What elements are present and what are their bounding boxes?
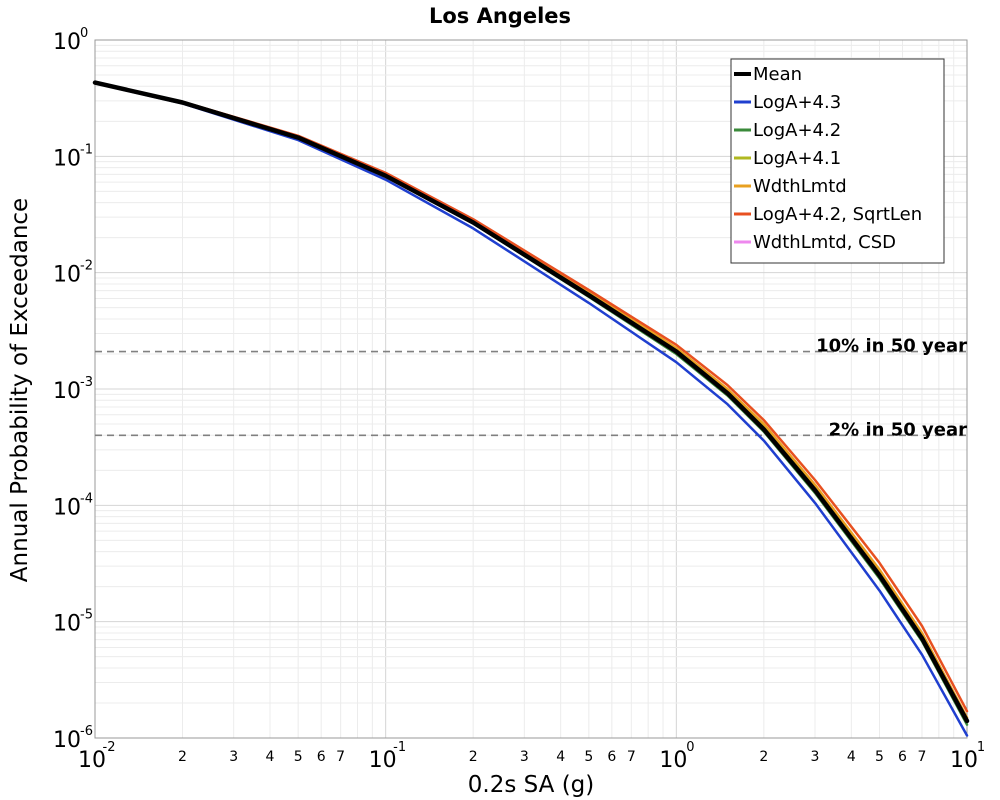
x-minor-tick-label: 2 <box>469 749 478 765</box>
legend: Mean LogA+4.3 LogA+4.2 LogA+4.1 WdthLmtd LogA… <box>730 58 945 264</box>
x-minor-tick-label: 4 <box>847 749 856 765</box>
plot-area <box>94 39 968 739</box>
y-tick-exponent: -6 <box>80 724 93 739</box>
x-minor-tick-label: 4 <box>556 749 565 765</box>
x-minor-tick-label: 6 <box>898 749 907 765</box>
annotation-lines <box>95 350 967 437</box>
x-minor-tick-label: 5 <box>294 749 303 765</box>
annotation-label: 10% in 50 year <box>816 336 967 357</box>
x-minor-tick-label: 7 <box>336 749 345 765</box>
x-axis-label: 0.2s SA (g) <box>468 772 595 798</box>
legend-label: WdthLmtd, CSD <box>753 232 896 253</box>
annotation-labels: 10% in 50 year 2% in 50 year <box>816 336 967 441</box>
y-tick-label: 10 <box>53 612 81 637</box>
x-minor-tick-label: 6 <box>317 749 326 765</box>
legend-label: LogA+4.1 <box>753 148 841 169</box>
x-minor-tick-label: 7 <box>918 749 927 765</box>
x-tick-label: 10 <box>369 748 397 773</box>
y-tick-label: 10 <box>53 30 81 55</box>
x-minor-tick-label: 5 <box>875 749 884 765</box>
x-tick-label: 10 <box>78 748 106 773</box>
y-tick-exponent: -5 <box>80 608 93 623</box>
x-tick-exponent: -1 <box>393 740 406 755</box>
x-tick-exponent: -2 <box>103 740 116 755</box>
y-tick-exponent: 0 <box>80 26 88 41</box>
y-axis-label: Annual Probability of Exceedance <box>7 198 33 582</box>
x-minor-tick-label: 3 <box>811 749 820 765</box>
x-tick-label: 10 <box>950 748 978 773</box>
y-tick-exponent: -4 <box>80 491 93 506</box>
y-tick-label: 10 <box>53 146 81 171</box>
y-tick-exponent: -2 <box>80 259 93 274</box>
y-tick-label: 10 <box>53 379 81 404</box>
x-minor-tick-label: 6 <box>607 749 616 765</box>
legend-label: LogA+4.3 <box>753 92 841 113</box>
x-tick-label: 10 <box>659 748 687 773</box>
legend-box <box>730 58 945 264</box>
series-lines <box>92 80 970 737</box>
x-minor-tick-label: 2 <box>759 749 768 765</box>
y-tick-label: 10 <box>53 495 81 520</box>
x-tick-exponent: 1 <box>977 740 985 755</box>
x-minor-tick-label: 2 <box>178 749 187 765</box>
x-minor-tick-label: 5 <box>584 749 593 765</box>
legend-label: LogA+4.2 <box>753 120 841 141</box>
x-minor-tick-label: 3 <box>520 749 529 765</box>
y-tick-label: 10 <box>53 728 81 753</box>
x-minor-tick-label: 3 <box>229 749 238 765</box>
series-line <box>92 80 970 724</box>
y-tick-exponent: -1 <box>80 142 93 157</box>
chart-title: Los Angeles <box>429 4 571 28</box>
x-minor-tick-label: 4 <box>266 749 275 765</box>
y-tick-label: 10 <box>53 263 81 288</box>
legend-label: WdthLmtd <box>753 176 847 197</box>
annotation-label: 2% in 50 year <box>829 419 967 440</box>
legend-label: Mean <box>753 64 802 85</box>
series-line <box>93 81 969 737</box>
x-tick-exponent: 0 <box>686 740 694 755</box>
x-minor-tick-label: 7 <box>627 749 636 765</box>
legend-label: LogA+4.2, SqrtLen <box>753 204 922 225</box>
y-tick-exponent: -3 <box>80 375 93 390</box>
